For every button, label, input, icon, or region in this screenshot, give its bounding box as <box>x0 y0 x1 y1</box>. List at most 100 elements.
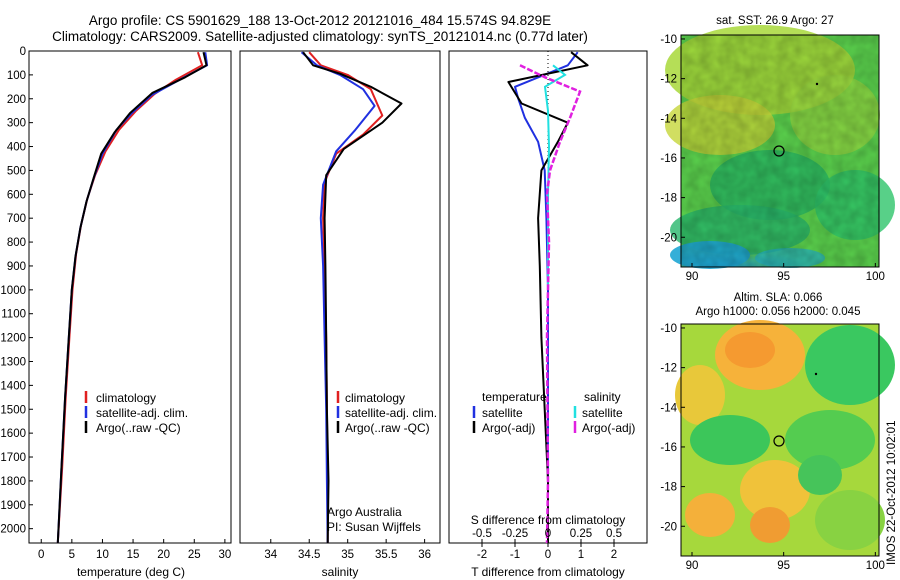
depth-tick-label: 1800 <box>0 476 26 488</box>
depth-tick-label: 1900 <box>0 500 26 512</box>
depth-tick-label: 1400 <box>0 380 26 392</box>
salinity-panel: 34 34.5 35 35.5 36 salinity climatology sate… <box>239 50 441 579</box>
depth-tick-label: 800 <box>7 237 26 249</box>
lon-tick-label: 100 <box>866 560 885 572</box>
x-tick-label: 2 <box>611 549 617 561</box>
depth-tick-label: 100 <box>7 70 26 82</box>
sst-map: sat. SST: 26.9 Argo: 27 -10 -12 -14 -16 -18 -… <box>660 15 895 283</box>
salinity-legend: climatology satellite-adj. clim. Argo(..… <box>336 391 437 435</box>
depth-tick-label: 1200 <box>0 333 26 345</box>
lat-tick-label: -16 <box>660 153 677 165</box>
x-tick-label: 34 <box>264 549 277 561</box>
depth-tick-label: 1500 <box>0 404 26 416</box>
legend-t-satellite-label: satellite <box>482 406 523 420</box>
profile-line-argo-adj- <box>507 51 589 543</box>
lat-tick-label: -14 <box>660 113 677 125</box>
legend-s-satellite-label: satellite <box>582 406 623 420</box>
x-tick-label: 36 <box>418 549 431 561</box>
sla-map-title-line1: Altim. SLA: 0.066 <box>734 292 823 304</box>
legend-salinity-heading: salinity <box>584 390 621 404</box>
profile-line-argo-raw-qc- <box>56 51 208 544</box>
imos-timestamp: IMOS 22-Oct-2012 10:02:01 <box>886 421 898 565</box>
x-tick-label: 35 <box>341 549 354 561</box>
x-tick-label: 25 <box>188 549 201 561</box>
x-tick-label: 0 <box>545 549 551 561</box>
depth-tick-label: 1300 <box>0 356 26 368</box>
lat-tick-label: -12 <box>660 74 677 86</box>
legend-climatology-label: climatology <box>96 391 156 405</box>
sla-field <box>675 320 895 556</box>
depth-tick-label: 200 <box>7 94 26 106</box>
lat-tick-label: -16 <box>660 442 677 454</box>
x-tick-label: 0.25 <box>570 528 592 540</box>
legend-argo-label: Argo(..raw -QC) <box>96 421 181 435</box>
x-tick-label: 35.5 <box>375 549 397 561</box>
temperature-panel: 0100200300400500600700800900100011001200… <box>0 46 453 579</box>
credit-pi-name: PI: Susan Wijffels <box>327 520 421 534</box>
x-tick-label: 0 <box>545 528 551 540</box>
float-track-dot <box>814 372 818 376</box>
legend-satellite-label: satellite-adj. clim. <box>345 406 437 420</box>
argo-location-marker <box>773 435 785 447</box>
sla-map-title-line2: Argo h1000: 0.056 h2000: 0.045 <box>696 306 861 318</box>
x-tick-label: -0.25 <box>502 528 528 540</box>
legend-t-argo-label: Argo(-adj) <box>482 421 535 435</box>
depth-tick-label: 1700 <box>0 452 26 464</box>
legend-argo-label: Argo(..raw -QC) <box>345 421 430 435</box>
depth-tick-label: 700 <box>7 213 26 225</box>
legend-satellite-label: satellite-adj. clim. <box>96 406 188 420</box>
sla-map-frame <box>680 323 880 557</box>
depth-tick-label: 0 <box>20 46 26 58</box>
x-tick-label: 30 <box>218 549 231 561</box>
legend-temperature-heading: temperature <box>482 390 547 404</box>
figure-title-line2: Climatology: CARS2009. Satellite-adjuste… <box>52 29 588 44</box>
x-tick-label: 1 <box>578 549 584 561</box>
argo-location-marker <box>773 145 785 157</box>
depth-tick-label: 300 <box>7 118 26 130</box>
lon-tick-label: 95 <box>777 271 790 283</box>
sla-map: Altim. SLA: 0.066 Argo h1000: 0.056 h200… <box>660 292 895 572</box>
credit-argo-australia: Argo Australia <box>327 505 402 519</box>
x-tick-label: 0 <box>38 549 44 561</box>
depth-tick-label: 900 <box>7 261 26 273</box>
temperature-plot-frame <box>28 50 232 544</box>
x-tick-label: -0.5 <box>472 528 492 540</box>
lon-tick-label: 100 <box>866 271 885 283</box>
salinity-argo-line <box>519 64 582 544</box>
figure-title-line1: Argo profile: CS 5901629_188 13-Oct-2012… <box>88 13 552 28</box>
depth-tick-label: 400 <box>7 142 26 154</box>
x-tick-label: 0.5 <box>606 528 622 540</box>
x-tick-label: 15 <box>127 549 140 561</box>
lat-tick-label: -20 <box>660 521 677 533</box>
sst-map-frame <box>680 34 880 268</box>
lat-tick-label: -14 <box>660 402 677 414</box>
float-track-dot <box>815 82 819 86</box>
x-tick-label: 5 <box>69 549 75 561</box>
sst-map-title: sat. SST: 26.9 Argo: 27 <box>716 15 834 27</box>
t-difference-axis-label: T difference from climatology <box>471 565 625 579</box>
x-tick-label: 34.5 <box>298 549 320 561</box>
lat-tick-label: -12 <box>660 363 677 375</box>
lat-tick-label: -10 <box>660 34 677 46</box>
x-tick-label: -1 <box>510 549 520 561</box>
s-difference-axis-label: S difference from climatology <box>471 513 626 527</box>
salinity-axis-label: salinity <box>322 565 359 579</box>
lon-tick-label: 95 <box>777 560 790 572</box>
x-tick-label: 20 <box>157 549 170 561</box>
salinity-plot-frame <box>239 50 441 544</box>
depth-tick-label: 1000 <box>0 285 26 297</box>
lat-tick-label: -20 <box>660 232 677 244</box>
legend-s-argo-label: Argo(-adj) <box>582 421 635 435</box>
lat-tick-label: -10 <box>660 323 677 335</box>
difference-legend: temperature salinity satellite Argo(-adj… <box>472 390 635 435</box>
depth-tick-label: 1100 <box>1 309 26 321</box>
depth-tick-label: 500 <box>7 165 26 177</box>
temperature-legend: climatology satellite-adj. clim. Argo(..… <box>84 391 188 435</box>
lon-tick-label: 90 <box>686 560 699 572</box>
sst-field <box>665 25 895 269</box>
lat-tick-label: -18 <box>660 193 677 205</box>
x-tick-label: 10 <box>96 549 109 561</box>
difference-panel: -2 -1 0 1 2 -0.5 -0.25 0 0.25 0.5 S difference f… <box>448 50 648 579</box>
x-tick-label: -2 <box>477 549 487 561</box>
lon-tick-label: 90 <box>686 271 699 283</box>
